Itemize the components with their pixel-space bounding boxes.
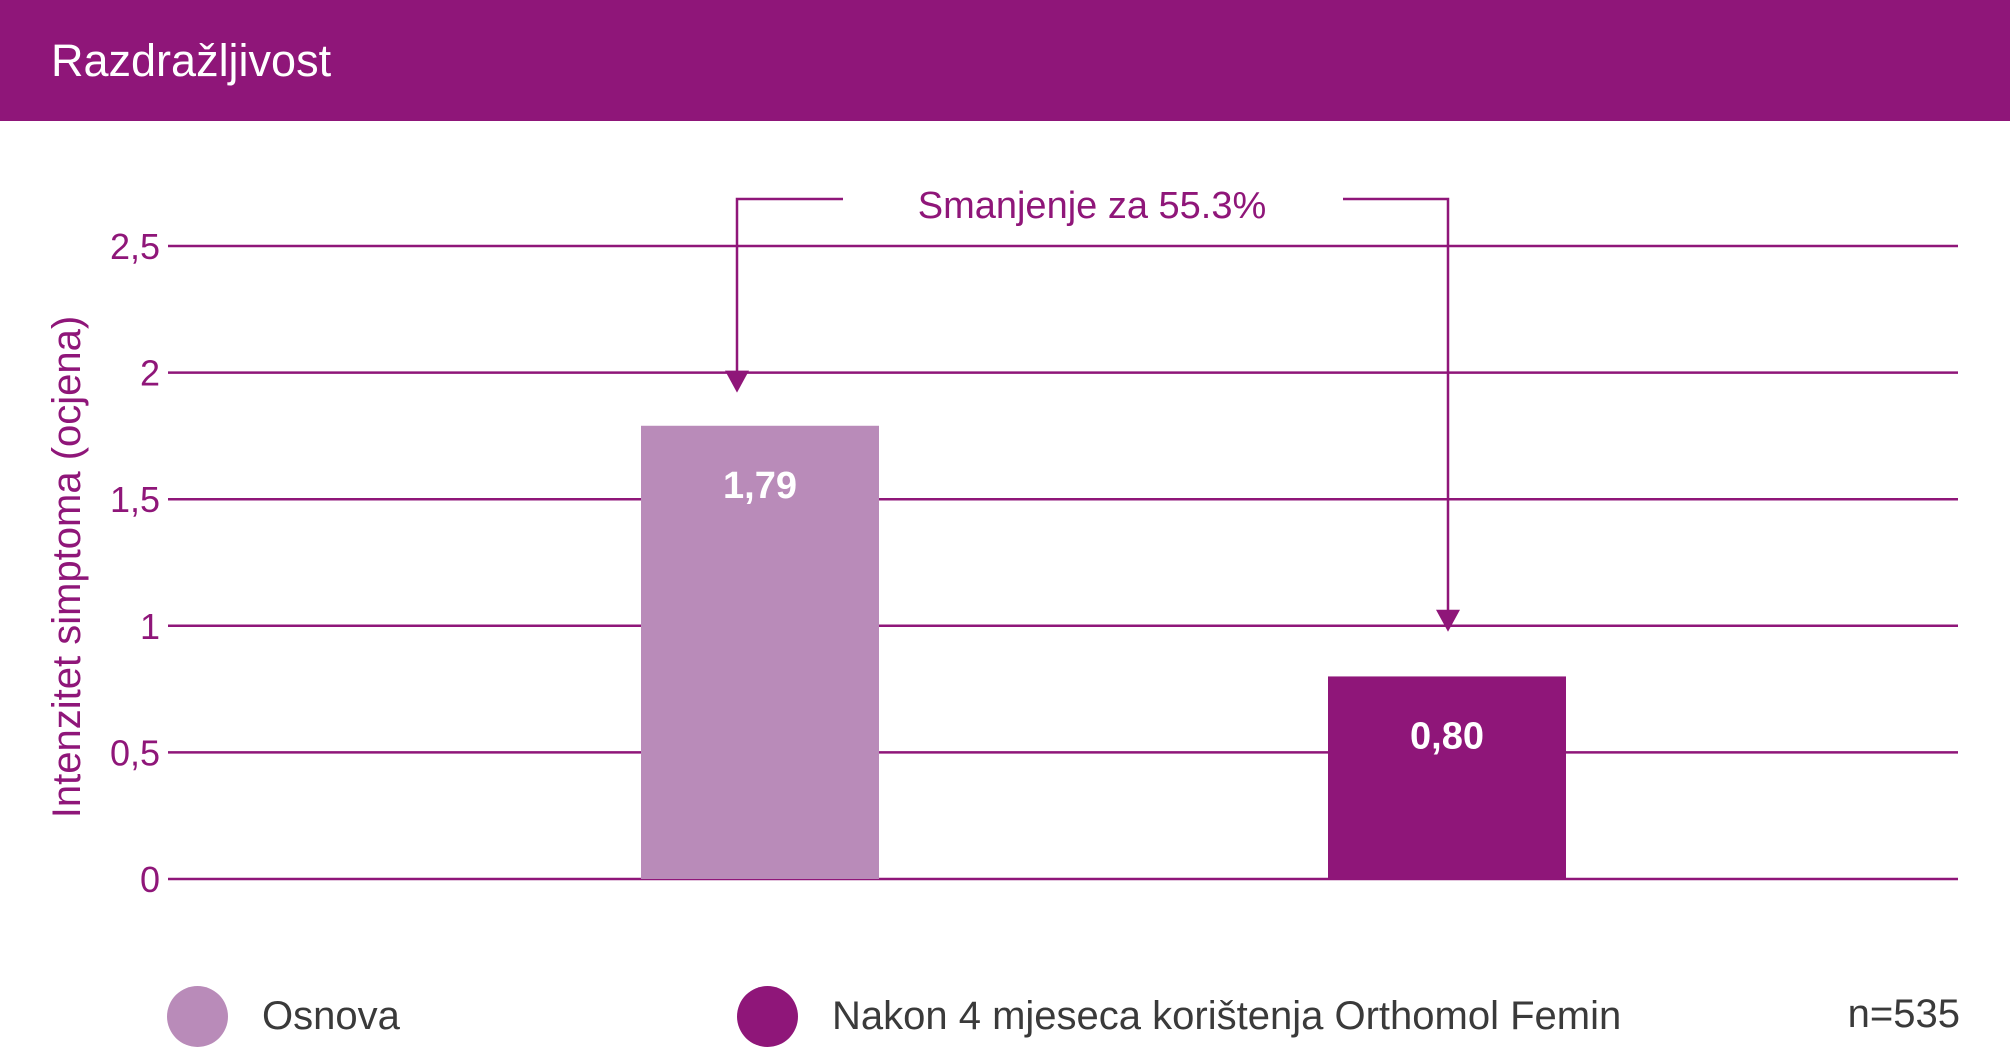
y-tick-label: 0 bbox=[140, 859, 160, 900]
bar-value-label: 0,80 bbox=[1410, 715, 1484, 757]
legend-swatch-after bbox=[737, 985, 798, 1047]
annotation-arrow-right bbox=[1436, 609, 1460, 632]
annotation-label: Smanjenje za 55.3% bbox=[918, 185, 1267, 227]
chart-title: Razdražljivost bbox=[51, 35, 332, 86]
bar-value-label: 1,79 bbox=[723, 465, 797, 507]
y-tick-label: 0,5 bbox=[110, 732, 160, 773]
chart-header: Razdražljivost bbox=[0, 0, 2010, 121]
y-tick-label: 2,5 bbox=[110, 226, 160, 267]
legend-item-baseline: Osnova bbox=[167, 985, 400, 1047]
annotation-line-right bbox=[1343, 197, 1450, 614]
annotation-arrow-left bbox=[725, 370, 749, 393]
y-tick-label: 1 bbox=[140, 606, 160, 647]
y-tick-label: 1,5 bbox=[110, 479, 160, 520]
y-tick-label: 2 bbox=[140, 353, 160, 394]
legend-label-baseline: Osnova bbox=[262, 993, 400, 1038]
bar bbox=[641, 425, 879, 879]
legend-label-after: Nakon 4 mjeseca korištenja Orthomol Femi… bbox=[832, 993, 1622, 1038]
y-axis-label: Intenzitet simptoma (ocjena) bbox=[45, 316, 89, 818]
annotation-line-left bbox=[735, 197, 843, 375]
legend-swatch-baseline bbox=[167, 985, 228, 1047]
sample-size-label: n=535 bbox=[1847, 992, 1960, 1036]
bar bbox=[1328, 676, 1566, 879]
legend-item-after: Nakon 4 mjeseca korištenja Orthomol Femi… bbox=[737, 985, 1621, 1047]
